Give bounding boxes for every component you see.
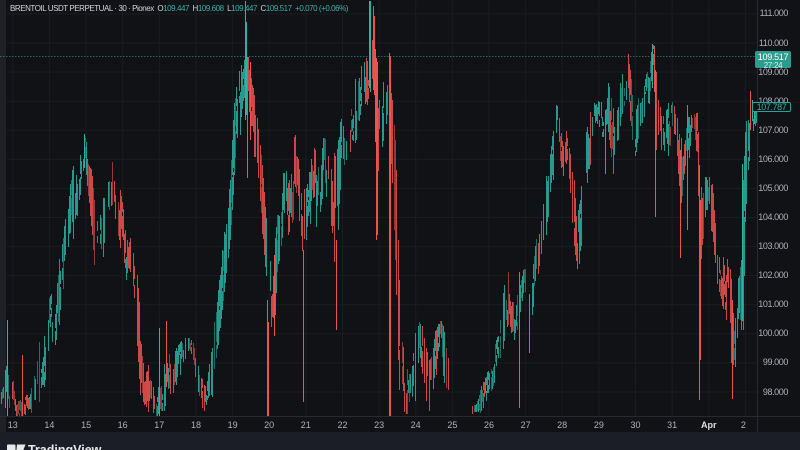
- svg-text:TradingView: TradingView: [28, 444, 102, 450]
